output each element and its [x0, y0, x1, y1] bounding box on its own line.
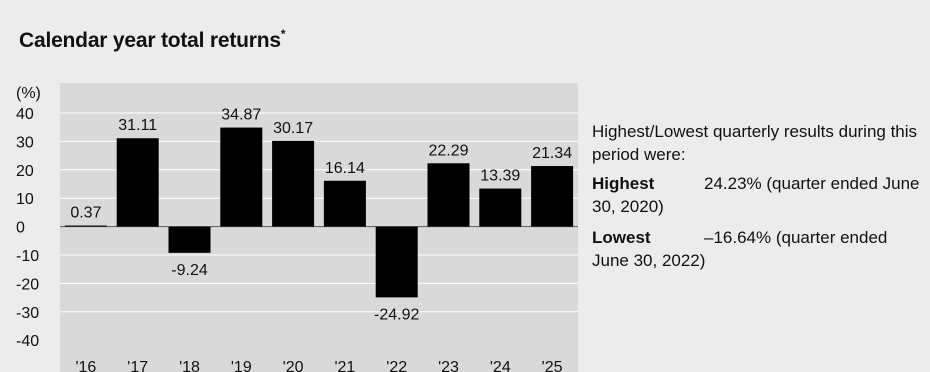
- data-label: -9.24: [171, 262, 208, 279]
- y-tick-label: -20: [16, 276, 39, 293]
- lowest-label: Lowest: [592, 228, 651, 247]
- bar: [375, 226, 418, 298]
- data-label: 13.39: [480, 168, 520, 185]
- chart-title-text: Calendar year total returns: [19, 29, 281, 52]
- highest-result: Highest 24.23% (quarter ended June 30, 20…: [592, 172, 922, 218]
- bar: [479, 188, 522, 227]
- y-tick-label: -10: [16, 248, 39, 265]
- y-tick-label: -40: [16, 333, 39, 350]
- data-label: 22.29: [428, 142, 468, 159]
- lowest-value: –16.64% (quarter ended June 30, 2022): [592, 228, 888, 270]
- x-tick-label: '17: [127, 359, 148, 372]
- x-tick-label: '18: [179, 359, 200, 372]
- bar: [64, 225, 107, 227]
- y-tick-label: -30: [16, 305, 39, 322]
- footnote-marker: *: [280, 27, 286, 41]
- data-label: 31.11: [118, 117, 157, 134]
- highest-label: Highest: [592, 174, 655, 193]
- chart-title: Calendar year total returns*: [19, 27, 286, 53]
- y-tick-label: 0: [16, 220, 25, 237]
- plot-background: [60, 83, 578, 372]
- bar: [323, 180, 366, 227]
- quarterly-results-panel: Highest/Lowest quarterly results during …: [592, 120, 922, 280]
- bar: [272, 140, 315, 227]
- y-tick-label: 10: [16, 191, 34, 208]
- y-axis-label: (%): [16, 85, 41, 102]
- x-tick-label: '21: [334, 359, 355, 372]
- data-label: -24.92: [374, 306, 419, 323]
- bar-chart: 40 30 20 10 0 -10 -20 -30 -40 0.37 31.11 -9.24 34.8…: [16, 83, 578, 372]
- x-tick-label: '20: [283, 359, 304, 372]
- data-label: 21.34: [532, 145, 572, 162]
- y-tick-label: 40: [16, 106, 34, 123]
- x-tick-label: '16: [75, 359, 96, 372]
- lowest-result: Lowest –16.64% (quarter ended June 30, 20…: [592, 226, 922, 272]
- data-label: 30.17: [273, 120, 313, 137]
- bar: [168, 226, 211, 253]
- highest-value: 24.23% (quarter ended June 30, 2020): [592, 174, 920, 216]
- y-tick-label: 20: [16, 163, 34, 180]
- x-tick-label: '19: [231, 359, 252, 372]
- data-label: 16.14: [325, 160, 365, 177]
- data-label: 34.87: [221, 107, 261, 124]
- x-tick-label: '22: [386, 359, 407, 372]
- data-label: 0.37: [70, 205, 101, 222]
- bar: [116, 138, 159, 227]
- x-tick-label: '24: [490, 359, 511, 372]
- bar: [220, 127, 263, 227]
- quarterly-results-intro: Highest/Lowest quarterly results during …: [592, 122, 918, 164]
- bar: [531, 165, 574, 227]
- bar: [427, 163, 470, 227]
- y-tick-label: 30: [16, 134, 34, 151]
- x-tick-label: '25: [542, 359, 563, 372]
- x-tick-label: '23: [438, 359, 459, 372]
